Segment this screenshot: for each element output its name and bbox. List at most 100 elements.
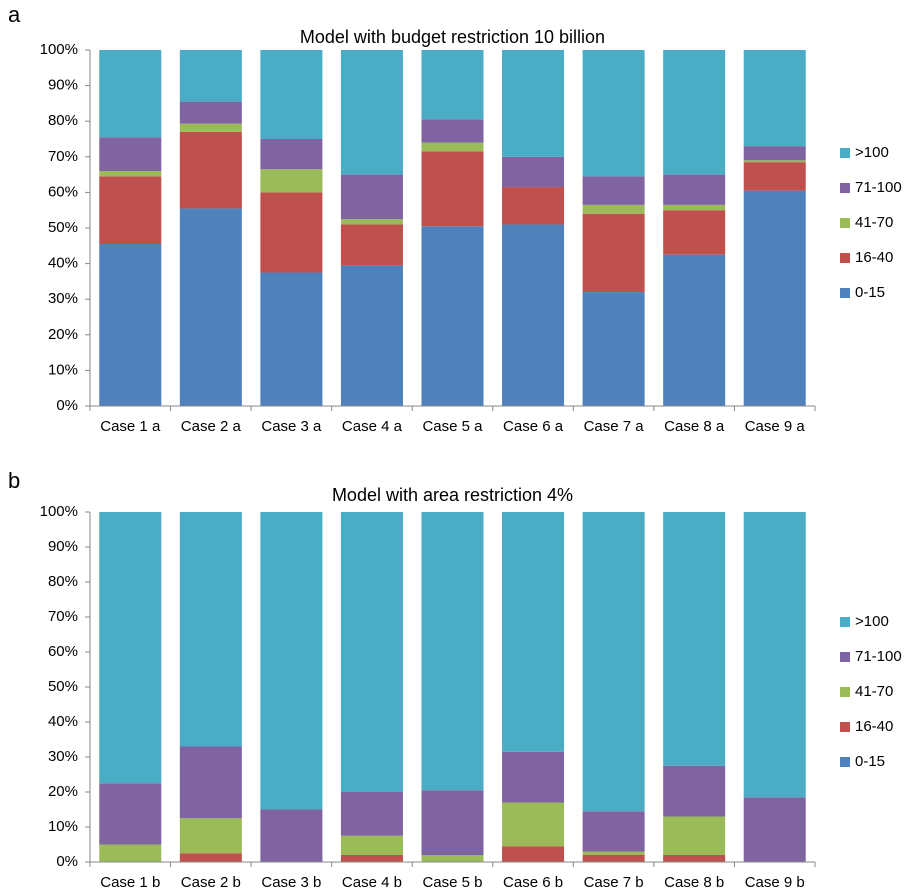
bar-segment: [502, 187, 565, 225]
y-tick-label: 90%: [48, 538, 78, 555]
y-tick-label: 10%: [48, 361, 78, 378]
bar-segment: [582, 851, 645, 855]
legend-swatch: [840, 687, 850, 697]
bar-segment: [663, 204, 726, 211]
x-tick-label: Case 2 b: [181, 874, 241, 891]
bar-segment: [663, 512, 726, 766]
x-tick-label: Case 5 a: [422, 418, 483, 435]
y-tick-label: 100%: [40, 41, 78, 58]
bar-segment: [340, 224, 403, 266]
bar-segment: [582, 213, 645, 293]
bar-segment: [582, 811, 645, 852]
bar-segment: [260, 192, 323, 273]
y-tick-label: 40%: [48, 255, 78, 272]
bar-segment: [582, 50, 645, 177]
legend-swatch: [840, 652, 850, 662]
bar-segment: [179, 123, 242, 132]
bar-segment: [179, 208, 242, 406]
x-tick-label: Case 6 b: [503, 874, 563, 891]
bar-segment: [260, 139, 323, 170]
x-tick-label: Case 9 b: [745, 874, 805, 891]
x-tick-label: Case 3 b: [261, 874, 321, 891]
y-tick-label: 0%: [56, 853, 78, 870]
bar-segment: [743, 162, 806, 191]
bar-segment: [663, 254, 726, 406]
y-tick-label: 20%: [48, 326, 78, 343]
y-tick-label: 70%: [48, 608, 78, 625]
bar-segment: [582, 204, 645, 214]
bar-segment: [421, 790, 484, 855]
bar-segment: [663, 174, 726, 205]
x-tick-label: Case 7 b: [584, 874, 644, 891]
y-tick-label: 60%: [48, 183, 78, 200]
bar-segment: [502, 751, 565, 803]
x-tick-label: Case 5 b: [422, 874, 482, 891]
y-tick-label: 30%: [48, 748, 78, 765]
legend-label: 0-15: [855, 753, 885, 770]
bar-segment: [340, 512, 403, 792]
bar-segment: [743, 797, 806, 862]
x-tick-label: Case 3 a: [261, 418, 322, 435]
bar-segment: [179, 512, 242, 747]
bar-segment: [99, 176, 162, 245]
y-tick-label: 50%: [48, 678, 78, 695]
legend-swatch: [840, 183, 850, 193]
legend-swatch: [840, 757, 850, 767]
y-tick-label: 60%: [48, 643, 78, 660]
legend-swatch: [840, 148, 850, 158]
bar-segment: [340, 174, 403, 220]
bar-segment: [260, 169, 323, 193]
legend-swatch: [840, 253, 850, 263]
y-tick-label: 40%: [48, 713, 78, 730]
y-tick-label: 70%: [48, 148, 78, 165]
panel-label: a: [8, 2, 21, 27]
y-tick-label: 30%: [48, 290, 78, 307]
x-tick-label: Case 2 a: [181, 418, 242, 435]
bar-segment: [421, 142, 484, 152]
bar-segment: [99, 244, 162, 406]
bar-segment: [99, 137, 162, 172]
bar-segment: [99, 844, 162, 862]
bar-segment: [421, 855, 484, 862]
bar-segment: [743, 190, 806, 406]
y-tick-label: 0%: [56, 397, 78, 414]
bar-segment: [421, 50, 484, 120]
bar-segment: [99, 171, 162, 177]
bar-segment: [502, 512, 565, 752]
y-tick-label: 80%: [48, 573, 78, 590]
legend-label: 0-15: [855, 284, 885, 301]
legend-label: 16-40: [855, 249, 893, 266]
x-tick-label: Case 4 a: [342, 418, 403, 435]
bar-segment: [421, 512, 484, 791]
bar-segment: [663, 210, 726, 255]
bar-segment: [582, 292, 645, 406]
bar-segment: [421, 226, 484, 406]
bar-segment: [663, 50, 726, 175]
legend-label: 41-70: [855, 214, 893, 231]
bar-segment: [99, 783, 162, 845]
bar-segment: [179, 101, 242, 124]
bar-segment: [743, 160, 806, 163]
bar-segment: [582, 176, 645, 205]
bar-segment: [179, 853, 242, 862]
bar-segment: [502, 50, 565, 157]
y-tick-label: 20%: [48, 783, 78, 800]
bar-segment: [743, 146, 806, 161]
bar-segment: [340, 50, 403, 175]
legend-swatch: [840, 218, 850, 228]
bar-segment: [743, 50, 806, 147]
bar-segment: [99, 512, 162, 784]
legend-swatch: [840, 722, 850, 732]
bar-segment: [582, 512, 645, 812]
legend-label: >100: [855, 613, 889, 630]
bar-segment: [502, 802, 565, 847]
y-tick-label: 100%: [40, 503, 78, 520]
x-tick-label: Case 1 b: [100, 874, 160, 891]
bar-segment: [179, 746, 242, 819]
bar-segment: [260, 272, 323, 406]
bar-segment: [179, 818, 242, 854]
x-tick-label: Case 1 a: [100, 418, 161, 435]
bar-segment: [502, 846, 565, 862]
x-tick-label: Case 8 a: [664, 418, 725, 435]
